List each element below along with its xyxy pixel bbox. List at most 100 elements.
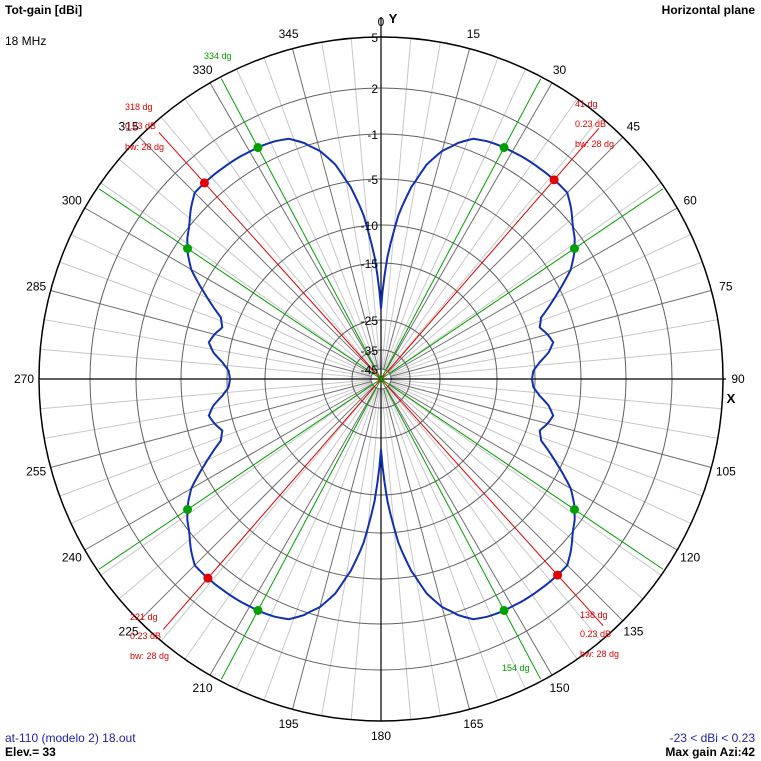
spoke-line: [383, 48, 470, 370]
gain-pattern-line: [186, 137, 576, 621]
center-mark: [377, 375, 385, 383]
spoke-line: [388, 158, 644, 373]
spoke-line: [390, 380, 718, 439]
beam-marker-label: 0.23 dB: [125, 121, 156, 131]
spoke-line: [321, 42, 380, 370]
spoke-line: [390, 379, 722, 410]
spoke-line: [385, 387, 553, 676]
spoke-line: [118, 385, 374, 600]
spoke-line: [84, 383, 373, 551]
elevation-label: Elev.= 33: [5, 745, 56, 759]
spoke-line: [387, 385, 624, 622]
spoke-line: [382, 42, 441, 370]
spoke-line: [383, 388, 499, 701]
angle-tick-label: 270: [14, 372, 34, 386]
max-gain-point: [199, 178, 209, 188]
radial-tick-label: -45: [361, 363, 379, 377]
spoke-line: [384, 387, 526, 690]
bw-marker-line: [380, 378, 664, 570]
radial-tick-label: -15: [361, 257, 379, 271]
spoke-line: [70, 382, 373, 524]
file-label: at-110 (modelo 2) 18.out: [5, 731, 136, 745]
spoke-line: [184, 386, 376, 660]
plane-label: Horizontal plane: [661, 3, 755, 17]
spoke-lines: [40, 38, 722, 720]
spoke-line: [383, 388, 470, 710]
spoke-line: [383, 57, 499, 370]
spoke-line: [386, 386, 578, 660]
spoke-line: [292, 388, 379, 710]
beam-marker-label: 0.23 dB: [580, 629, 611, 639]
angle-tick-label: 195: [279, 717, 299, 731]
spoke-line: [381, 38, 412, 370]
spoke-line: [209, 82, 377, 371]
half-power-point: [569, 505, 579, 515]
spoke-line: [236, 387, 378, 690]
spoke-line: [40, 348, 372, 379]
spoke-line: [138, 385, 375, 622]
spoke-line: [390, 348, 722, 379]
main-axes: [39, 17, 726, 721]
spoke-line: [263, 388, 379, 701]
spoke-line: [44, 380, 372, 439]
spoke-line: [292, 48, 379, 370]
angle-tick-label: 225: [119, 624, 139, 638]
bw-marker-line: [220, 78, 382, 380]
spoke-line: [118, 158, 374, 373]
angle-tick-label: 300: [62, 194, 82, 208]
angle-tick-label: 150: [549, 681, 569, 695]
spoke-line: [184, 98, 376, 372]
max-gain-point: [549, 175, 559, 185]
spoke-line: [388, 384, 662, 576]
spoke-line: [263, 57, 379, 370]
spoke-line: [390, 290, 712, 377]
angle-tick-label: 345: [279, 27, 299, 41]
beam-marker-label: 0.23 dB: [575, 119, 606, 129]
spoke-line: [381, 388, 412, 720]
spoke-line: [100, 182, 374, 374]
angle-tick-label: 255: [26, 464, 46, 478]
angle-tick-label: 240: [62, 551, 82, 565]
bw-marker-line: [98, 188, 382, 380]
spoke-line: [236, 68, 378, 371]
gain-range-label: -23 < dBi < 0.23: [669, 731, 755, 745]
angle-tick-label: 330: [192, 63, 212, 77]
spoke-line: [44, 319, 372, 378]
beam-marker-label: bw: 28 dg: [575, 139, 614, 149]
beam-marker-label: 41 dg: [575, 99, 598, 109]
beam-marker-line: [158, 131, 382, 380]
beam-marker-label: 138 dg: [580, 610, 608, 620]
angle-tick-label: 105: [716, 464, 736, 478]
spoke-line: [389, 207, 678, 375]
angle-tick-label: 15: [467, 27, 481, 41]
frequency-label: 18 MHz: [5, 34, 47, 48]
spoke-line: [160, 386, 375, 642]
pattern-layer: [186, 137, 576, 621]
beam-marker-label: 0.23 dB: [130, 631, 161, 641]
spoke-line: [321, 388, 380, 716]
spoke-line: [388, 385, 644, 600]
spoke-line: [390, 381, 703, 497]
bw-marker-line: [380, 378, 542, 680]
radial-tick-label: -35: [361, 344, 379, 358]
spoke-line: [59, 261, 372, 377]
half-power-point: [499, 605, 509, 615]
angle-tick-label: 135: [623, 624, 643, 638]
bw-marker-label: 154 dg: [502, 663, 530, 673]
chart-title: Tot-gain [dBi]: [5, 3, 83, 17]
spoke-line: [384, 68, 526, 371]
radial-tick-label: -1: [367, 128, 378, 142]
marker-lines: [98, 78, 664, 680]
spoke-line: [389, 382, 692, 524]
spoke-line: [390, 381, 712, 468]
angle-tick-label: 165: [463, 717, 483, 731]
spoke-line: [387, 116, 602, 372]
spoke-line: [350, 38, 381, 370]
angle-tick-label: 45: [627, 120, 641, 134]
spoke-line: [390, 319, 718, 378]
spoke-line: [387, 386, 602, 642]
angle-tick-label: 120: [680, 551, 700, 565]
angle-tick-label: 0: [378, 15, 385, 29]
radial-tick-label: -10: [361, 219, 379, 233]
